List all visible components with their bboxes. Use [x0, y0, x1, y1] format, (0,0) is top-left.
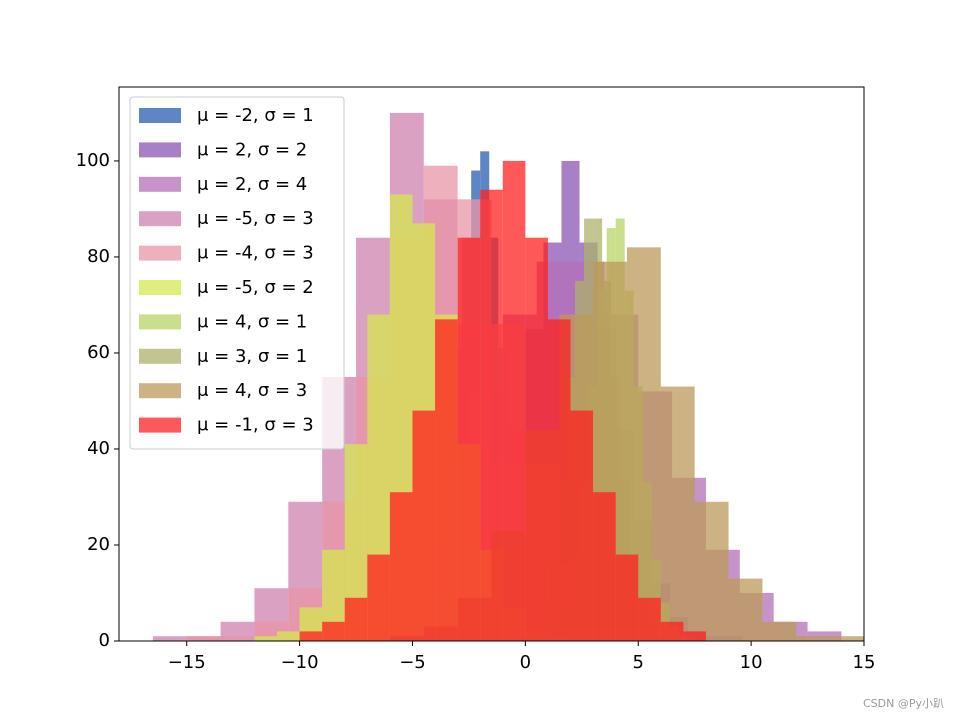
- histogram-bar: [728, 578, 763, 641]
- histogram-bar: [615, 554, 639, 641]
- y-tick-label: 60: [87, 342, 110, 363]
- histogram-bar: [412, 410, 436, 641]
- legend-label: μ = -5, σ = 2: [197, 277, 314, 298]
- histogram-bar: [389, 492, 413, 641]
- histogram-bar: [480, 189, 503, 641]
- histogram-bar: [525, 237, 548, 641]
- histogram-bar: [186, 636, 221, 641]
- histogram-bar: [277, 631, 300, 641]
- histogram-bar: [683, 631, 706, 641]
- plot-area: [152, 112, 864, 641]
- histogram-bar: [502, 160, 526, 641]
- legend-box: [129, 96, 345, 450]
- histogram-bar: [322, 621, 345, 641]
- legend-label: μ = -2, σ = 1: [197, 105, 314, 126]
- legend-swatch: [139, 176, 181, 192]
- histogram-bar: [220, 636, 255, 641]
- legend-swatch: [139, 417, 181, 433]
- histogram-bar: [638, 597, 661, 641]
- histogram-bar: [593, 492, 616, 641]
- legend-swatch: [139, 383, 181, 399]
- histogram-bar: [830, 636, 864, 641]
- histogram-bar: [344, 444, 368, 641]
- legend-label: μ = 2, σ = 4: [197, 174, 307, 195]
- legend-label: μ = -5, σ = 3: [197, 208, 314, 229]
- x-tick-label: 10: [740, 652, 763, 673]
- x-tick-label: −5: [399, 652, 426, 673]
- histogram-bar: [547, 319, 571, 641]
- x-tick-label: −15: [168, 652, 206, 673]
- histogram-bar: [660, 386, 695, 641]
- histogram-bar: [457, 237, 481, 641]
- histogram-bar: [299, 631, 323, 641]
- legend-swatch: [139, 211, 181, 227]
- y-tick-label: 20: [87, 534, 110, 555]
- y-tick-label: 0: [99, 630, 110, 651]
- legend-swatch: [139, 245, 181, 261]
- y-tick-label: 80: [87, 246, 110, 267]
- legend-label: μ = -1, σ = 3: [197, 415, 314, 436]
- histogram-bar: [762, 621, 797, 641]
- legend-label: μ = -4, σ = 3: [197, 243, 314, 264]
- legend-swatch: [139, 280, 181, 295]
- y-tick-label: 100: [76, 150, 110, 171]
- legend-swatch: [139, 142, 181, 158]
- legend-label: μ = 2, σ = 2: [197, 139, 307, 160]
- legend-label: μ = 4, σ = 1: [197, 311, 307, 332]
- histogram-bar: [694, 501, 729, 641]
- legend-swatch: [139, 108, 181, 123]
- histogram-bar: [435, 319, 458, 641]
- histogram-bar: [322, 549, 345, 641]
- y-tick-label: 40: [87, 438, 110, 459]
- watermark: CSDN @Py小趴: [863, 697, 944, 710]
- legend-label: μ = 3, σ = 1: [197, 346, 307, 367]
- x-tick-label: −10: [281, 652, 319, 673]
- histogram-bar: [570, 410, 594, 641]
- histogram-bar: [254, 636, 278, 641]
- legend-swatch: [139, 348, 181, 364]
- legend-label: μ = 4, σ = 3: [197, 380, 307, 401]
- legend-swatch: [139, 314, 181, 330]
- axes-frame: [118, 86, 865, 642]
- x-tick-label: 15: [853, 652, 876, 673]
- x-tick-label: 5: [633, 652, 644, 673]
- histogram-bar: [152, 636, 187, 641]
- histogram-bar: [344, 597, 368, 641]
- histogram-bar: [796, 636, 831, 641]
- histogram-bar: [367, 554, 390, 641]
- histogram-bar: [660, 621, 684, 641]
- x-tick-label: 0: [520, 652, 531, 673]
